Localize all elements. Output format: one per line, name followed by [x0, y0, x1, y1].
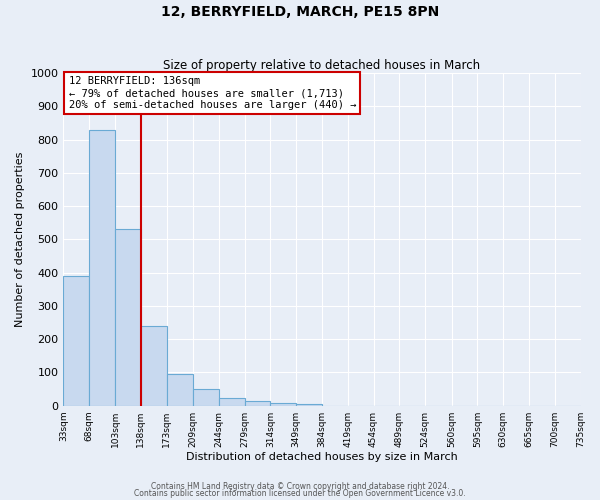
Bar — [296, 404, 322, 406]
Bar — [64, 276, 89, 406]
Bar — [167, 374, 193, 406]
Text: 12, BERRYFIELD, MARCH, PE15 8PN: 12, BERRYFIELD, MARCH, PE15 8PN — [161, 5, 439, 19]
Text: 12 BERRYFIELD: 136sqm
← 79% of detached houses are smaller (1,713)
20% of semi-d: 12 BERRYFIELD: 136sqm ← 79% of detached … — [68, 76, 356, 110]
Text: Contains HM Land Registry data © Crown copyright and database right 2024.: Contains HM Land Registry data © Crown c… — [151, 482, 449, 491]
Bar — [219, 398, 245, 406]
Text: Contains public sector information licensed under the Open Government Licence v3: Contains public sector information licen… — [134, 489, 466, 498]
Bar — [89, 130, 115, 406]
Bar — [271, 403, 296, 406]
Title: Size of property relative to detached houses in March: Size of property relative to detached ho… — [163, 59, 481, 72]
X-axis label: Distribution of detached houses by size in March: Distribution of detached houses by size … — [186, 452, 458, 462]
Bar — [115, 230, 141, 406]
Bar — [245, 400, 271, 406]
Bar — [193, 389, 219, 406]
Y-axis label: Number of detached properties: Number of detached properties — [15, 152, 25, 327]
Bar — [141, 326, 167, 406]
